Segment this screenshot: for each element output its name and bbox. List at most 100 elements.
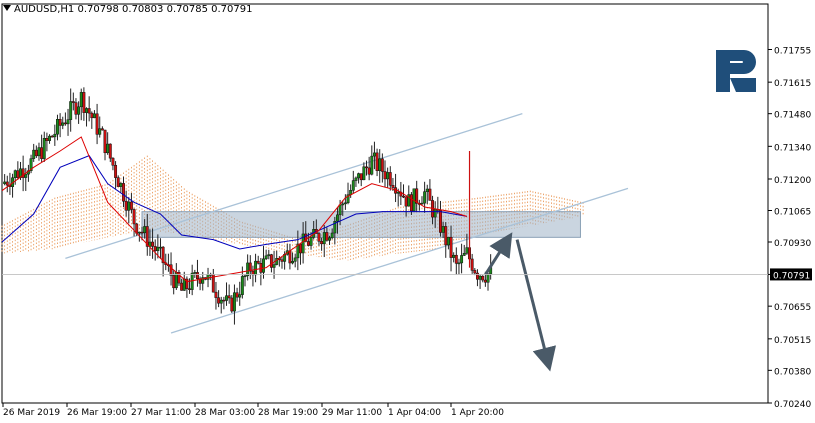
channel-line xyxy=(170,187,629,334)
candle-body xyxy=(169,264,173,276)
y-tick-label: 0.70655 xyxy=(774,303,811,313)
candle-body xyxy=(111,157,115,166)
candle-body xyxy=(262,258,265,273)
candle-body xyxy=(217,297,221,304)
candle-body xyxy=(116,177,120,187)
candle-body xyxy=(481,275,485,281)
candle-body xyxy=(256,260,260,264)
candle-body xyxy=(293,257,297,262)
candle-body xyxy=(37,147,41,157)
x-tick-label: 29 Mar 11:00 xyxy=(322,408,382,418)
candle-body xyxy=(16,170,20,178)
candle-body xyxy=(346,194,350,204)
candle-body xyxy=(127,201,131,211)
y-tick-label: 0.70380 xyxy=(774,367,811,377)
candle-body xyxy=(478,275,482,280)
candle-body xyxy=(13,170,17,179)
candle-body xyxy=(309,237,313,246)
candle-body xyxy=(439,210,442,233)
candle-body xyxy=(219,299,223,304)
plot-frame xyxy=(1,3,769,404)
candle-body xyxy=(306,241,310,246)
candle-body xyxy=(61,122,65,126)
candle-body xyxy=(333,221,337,234)
candle-body xyxy=(343,202,347,205)
candle-body xyxy=(53,133,57,138)
x-tick-label: 28 Mar 03:00 xyxy=(195,408,255,418)
forecast-arrow xyxy=(515,239,557,372)
candle-body xyxy=(193,272,197,274)
candle-body xyxy=(409,194,413,212)
candle-body xyxy=(402,195,405,198)
x-tick-label: 26 Mar 2019 xyxy=(3,408,60,418)
candle-body xyxy=(153,246,157,252)
candle-body xyxy=(92,113,96,119)
candle-body xyxy=(330,232,334,239)
candle-body xyxy=(317,233,321,242)
candle-body xyxy=(232,292,236,312)
candle-body xyxy=(230,297,234,312)
candle-body xyxy=(425,188,429,192)
candle-body xyxy=(240,276,244,295)
kijun-line xyxy=(1,155,467,250)
candle-body xyxy=(415,188,419,204)
candle-body xyxy=(449,236,453,258)
candle-body xyxy=(172,275,176,289)
candle-body xyxy=(3,181,7,184)
candle-body xyxy=(372,152,376,157)
y-tick-label: 0.71200 xyxy=(774,176,811,186)
ohlc-low: 0.70785 xyxy=(166,4,208,15)
candle-body xyxy=(254,260,258,276)
candle-body xyxy=(367,167,371,175)
candle-body xyxy=(180,282,184,291)
candle-body xyxy=(362,166,366,181)
candle-body xyxy=(457,262,461,265)
candle-body xyxy=(114,164,118,178)
candle-body xyxy=(132,209,136,225)
candle-body xyxy=(370,155,374,175)
candle-body xyxy=(5,181,9,186)
candle-body xyxy=(388,172,392,186)
candle-body xyxy=(161,246,165,264)
y-tick-label: 0.70240 xyxy=(774,400,811,410)
candle-body xyxy=(225,295,228,301)
candle-body xyxy=(341,203,345,206)
candle-body xyxy=(74,102,78,115)
x-tick-label: 28 Mar 19:00 xyxy=(258,408,318,418)
candle-body xyxy=(336,214,339,222)
y-tick-label: 0.70791 xyxy=(773,271,810,281)
candle-body xyxy=(42,138,46,159)
candle-body xyxy=(69,101,73,120)
dropdown-triangle-icon[interactable] xyxy=(3,5,11,11)
candle-body xyxy=(475,272,479,280)
candle-body xyxy=(470,258,474,271)
candle-body xyxy=(243,275,247,278)
y-tick-label: 0.70930 xyxy=(774,239,811,249)
y-tick-label: 0.71340 xyxy=(774,143,811,153)
candle-body xyxy=(444,226,448,246)
candle-body xyxy=(423,191,427,204)
candle-body xyxy=(48,135,51,141)
candle-body xyxy=(34,149,38,157)
candle-body xyxy=(301,233,305,254)
candle-body xyxy=(441,226,445,233)
candle-body xyxy=(428,188,432,201)
candle-body xyxy=(119,183,123,187)
candle-body xyxy=(299,243,302,254)
y-tick-label: 0.71480 xyxy=(774,111,811,121)
candle-body xyxy=(304,233,308,242)
support-zone xyxy=(141,211,581,238)
candle-body xyxy=(454,254,458,264)
candle-body xyxy=(383,171,387,180)
x-tick-label: 1 Apr 04:00 xyxy=(388,408,441,418)
y-tick-label: 0.71615 xyxy=(774,79,811,89)
candle-body xyxy=(452,254,456,258)
candle-body xyxy=(354,177,358,181)
candle-body xyxy=(375,152,379,171)
candle-body xyxy=(32,149,36,159)
candle-body xyxy=(58,119,62,126)
candle-body xyxy=(280,259,284,262)
candle-body xyxy=(328,237,331,241)
candle-body xyxy=(338,204,342,216)
